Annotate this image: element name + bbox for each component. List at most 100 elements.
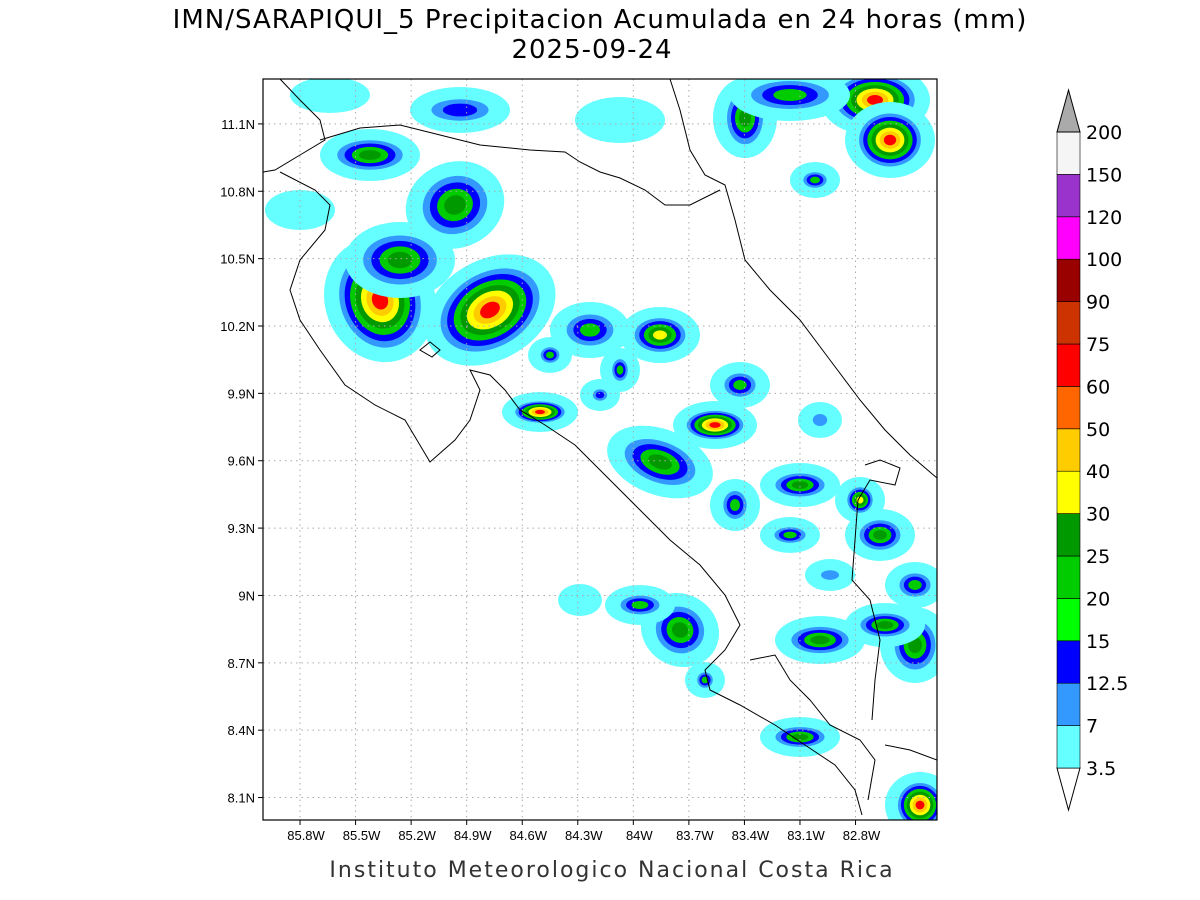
rain-contour <box>739 109 751 127</box>
y-tick-label: 10.2N <box>220 319 255 334</box>
x-tick-label: 83.4W <box>732 828 770 843</box>
colorbar-segment <box>1056 301 1081 345</box>
rain-contour <box>908 580 922 590</box>
colorbar-label: 15 <box>1086 631 1110 653</box>
rain-contour <box>883 134 897 146</box>
coastlines <box>263 79 937 816</box>
coast <box>263 79 326 173</box>
x-tick-label: 85.2W <box>398 828 436 843</box>
subtitle: 2025-09-24 <box>511 35 672 65</box>
rain-contour <box>480 301 500 319</box>
rain-contour <box>290 79 370 113</box>
border-north <box>319 124 721 206</box>
colorbar-segment <box>1056 174 1081 218</box>
pacific-coast <box>279 171 863 816</box>
colorbar-segment <box>1056 386 1081 430</box>
y-tick-label: 8.1N <box>228 791 255 806</box>
x-tick-label: 84.6W <box>509 828 547 843</box>
rain-contour <box>442 103 478 117</box>
rain-contour <box>773 89 807 101</box>
grid <box>263 79 937 820</box>
precipitation-field <box>265 79 937 820</box>
colorbar-segment <box>1056 470 1081 514</box>
rain-contour <box>821 570 839 580</box>
colorbar-segment <box>1056 258 1081 302</box>
rain-contour <box>580 323 600 337</box>
rain-contour <box>810 635 830 645</box>
x-tick-label: 85.5W <box>343 828 381 843</box>
y-tick-label: 9.3N <box>228 521 255 536</box>
colorbar-segment <box>1056 640 1081 684</box>
colorbar-label: 7 <box>1086 716 1098 738</box>
axes: 85.8W 85.5W 85.2W 84.9W 84.6W 84.3W 84W 83.7W 83… <box>220 117 881 843</box>
rain-contour <box>876 621 894 629</box>
y-tick-label: 9.6N <box>228 454 255 469</box>
colorbar-label: 30 <box>1086 504 1110 526</box>
colorbar-label: 25 <box>1086 546 1110 568</box>
colorbar-segment <box>1056 131 1081 175</box>
x-tick-label: 84W <box>626 828 653 843</box>
colorbar-label: 100 <box>1086 249 1122 271</box>
rain-contour <box>915 800 925 810</box>
rain-contour <box>631 601 649 609</box>
colorbar-label: 60 <box>1086 376 1110 398</box>
colorbar-segment <box>1056 428 1081 472</box>
rain-contour <box>730 499 740 511</box>
rain-contour <box>733 380 747 390</box>
colorbar-label: 150 <box>1086 164 1122 186</box>
colorbar-over <box>1056 88 1081 133</box>
x-tick-label: 83.7W <box>676 828 714 843</box>
border-east <box>851 459 901 721</box>
rain-contour <box>653 330 667 340</box>
colorbar-label: 50 <box>1086 419 1110 441</box>
rain-contour <box>595 391 605 399</box>
colorbar-label: 12.5 <box>1086 673 1128 695</box>
rain-contour <box>873 530 887 540</box>
rain-contour <box>783 531 797 539</box>
x-tick-label: 84.3W <box>565 828 603 843</box>
colorbar-segment <box>1056 598 1081 642</box>
colorbar-label: 40 <box>1086 461 1110 483</box>
rain-contour <box>359 150 381 160</box>
rain-contour <box>575 97 665 143</box>
y-tick-label: 8.7N <box>228 656 255 671</box>
y-tick-label: 10.8N <box>220 184 255 199</box>
rain-contour <box>791 481 809 489</box>
y-tick-label: 11.1N <box>221 117 255 132</box>
rain-contour <box>265 190 335 230</box>
rain-contour <box>812 414 828 426</box>
x-tick-label: 83.1W <box>787 828 825 843</box>
colorbar-label: 75 <box>1086 334 1110 356</box>
rain-contour <box>444 195 466 215</box>
x-tick-label: 85.8W <box>287 828 325 843</box>
title: IMN/SARAPIQUI_5 Precipitacion Acumulada … <box>173 5 1028 35</box>
colorbar-label: 90 <box>1086 292 1110 314</box>
rain-contour <box>546 351 554 359</box>
y-tick-label: 8.4N <box>228 723 255 738</box>
osa-peninsula <box>749 654 876 801</box>
map-frame <box>262 78 938 821</box>
colorbar-segment <box>1056 725 1081 769</box>
coast-se <box>884 744 937 761</box>
colorbar-under <box>1056 767 1081 812</box>
rain-contour <box>616 365 624 375</box>
colorbar-label: 3.5 <box>1086 758 1116 780</box>
colorbar-segment <box>1056 513 1081 557</box>
colorbar-segment <box>1056 343 1081 387</box>
colorbar: 3.5 7 12.5 15 20 25 30 40 50 60 75 90 100 120 150 200 <box>1056 88 1128 812</box>
caribbean-coast <box>669 79 937 479</box>
y-tick-label: 10.5N <box>220 252 255 267</box>
colorbar-label: 200 <box>1086 122 1122 144</box>
colorbar-segment <box>1056 555 1081 599</box>
rain-contour <box>671 622 689 638</box>
rain-contour <box>810 176 820 184</box>
rain-contour <box>709 422 721 428</box>
y-tick-label: 9N <box>238 588 255 603</box>
colorbar-label: 120 <box>1086 207 1122 229</box>
rain-contour <box>535 409 545 415</box>
island <box>419 341 441 358</box>
rain-contour <box>558 584 602 616</box>
colorbar-segment <box>1056 682 1081 726</box>
rain-contour <box>867 95 883 105</box>
